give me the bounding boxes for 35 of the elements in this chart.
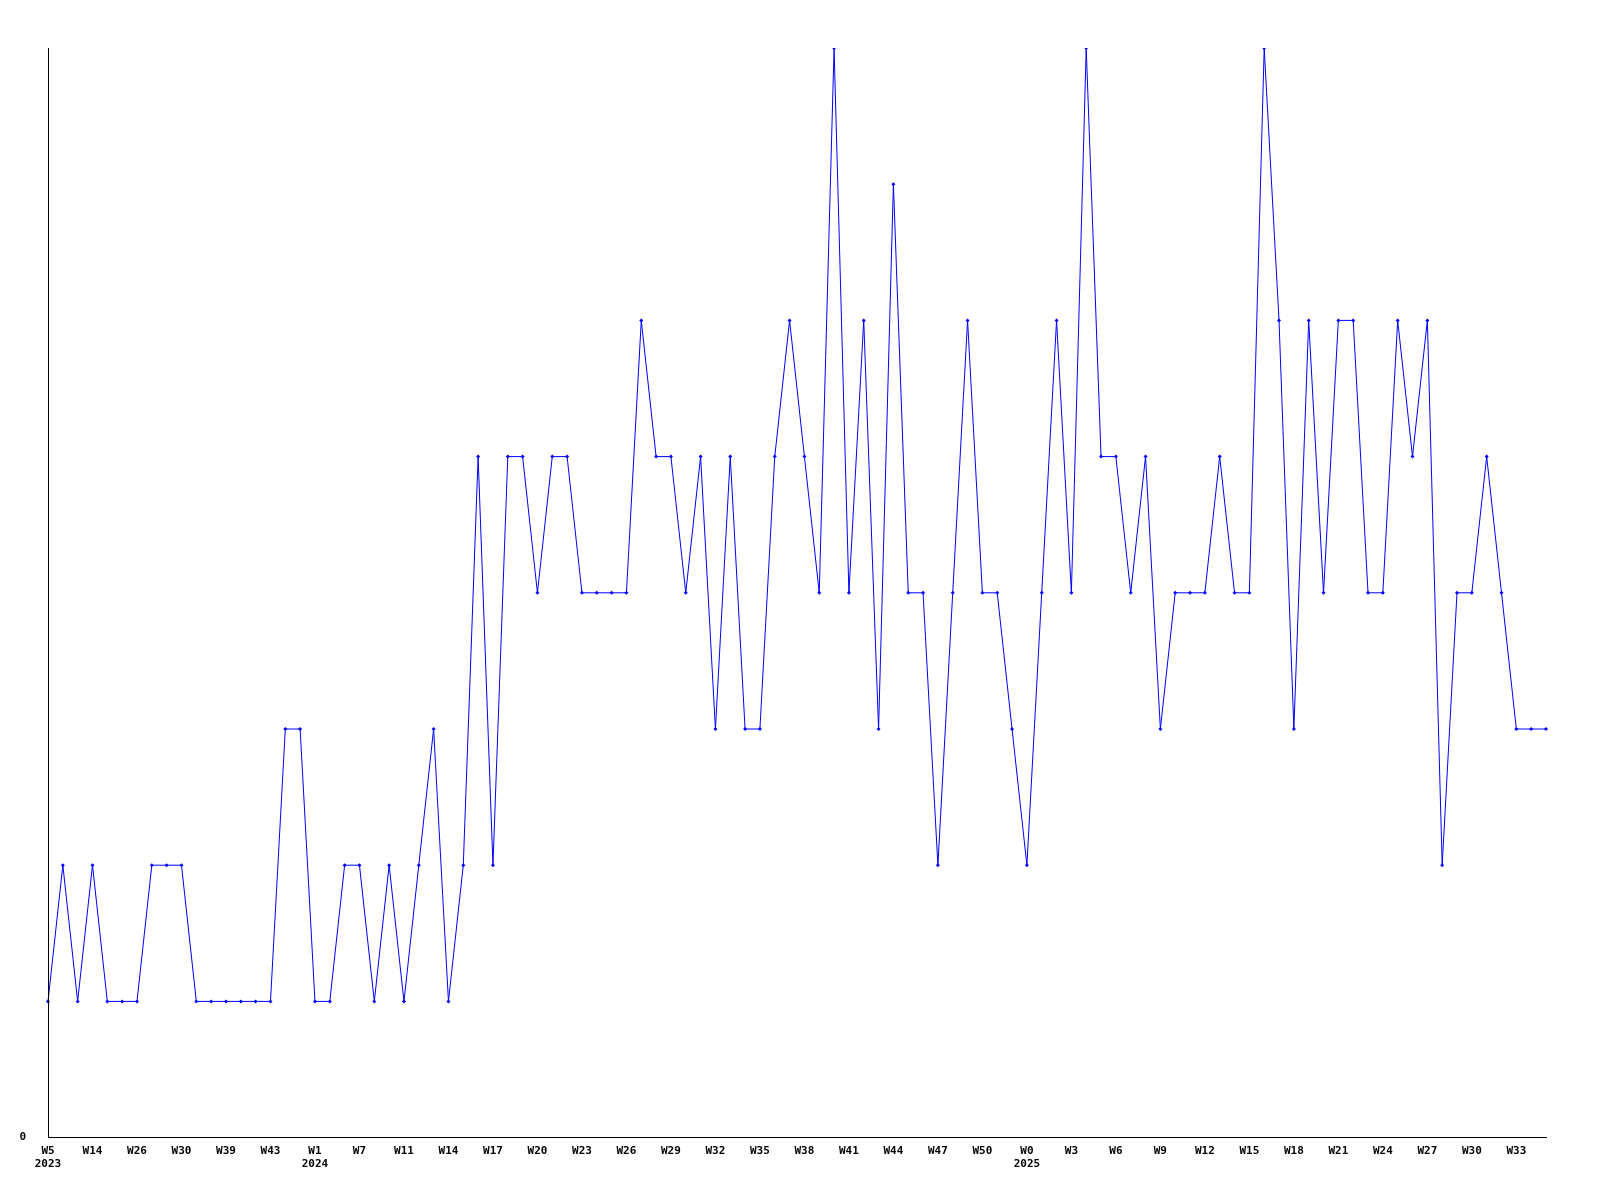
x-tick-label: W20 <box>527 1144 548 1158</box>
x-tick-label: W41 <box>838 1144 860 1158</box>
x-tick-label: W1 2024 <box>301 1144 329 1171</box>
x-tick-label: W44 <box>883 1144 904 1158</box>
x-tick-label: W50 <box>972 1144 993 1158</box>
x-tick-label: W11 <box>394 1144 415 1158</box>
x-tick-label: W3 <box>1064 1144 1079 1158</box>
x-tick-label: W14 <box>82 1144 103 1158</box>
x-tick-label: W38 <box>794 1144 815 1158</box>
x-tick-label: W29 <box>660 1144 681 1158</box>
x-tick-label: W33 <box>1506 1144 1527 1158</box>
x-tick-label: W47 <box>927 1144 948 1158</box>
x-tick-label: W18 <box>1283 1144 1304 1158</box>
x-tick-label: W6 <box>1109 1144 1123 1158</box>
x-tick-label: W7 <box>352 1144 367 1158</box>
x-tick-label: W12 <box>1194 1144 1215 1158</box>
x-tick-label: W27 <box>1417 1144 1438 1158</box>
x-tick-label: W35 <box>749 1144 770 1158</box>
x-tick-label: W21 <box>1328 1144 1349 1158</box>
x-tick-label: W32 <box>705 1144 726 1158</box>
x-tick-label: W26 <box>616 1144 637 1158</box>
x-tick-label: W43 <box>260 1144 281 1158</box>
x-tick-label: W14 <box>438 1144 459 1158</box>
x-tick-label: W24 <box>1372 1144 1394 1158</box>
x-tick-label: W9 <box>1153 1144 1167 1158</box>
x-tick-label: W0 2025 <box>1013 1144 1041 1171</box>
x-tick-label: W5 2023 <box>34 1144 62 1171</box>
x-tick-label: W39 <box>216 1144 236 1158</box>
x-tick-label: W17 <box>483 1144 503 1158</box>
x-tick-label: W26 <box>127 1144 148 1158</box>
text: 0 <box>19 1130 26 1144</box>
x-tick-label: W30 <box>1461 1144 1482 1158</box>
x-tick-label: W30 <box>171 1144 192 1158</box>
x-tick-label: W15 <box>1239 1144 1260 1158</box>
x-tick-label: W23 <box>572 1144 592 1158</box>
